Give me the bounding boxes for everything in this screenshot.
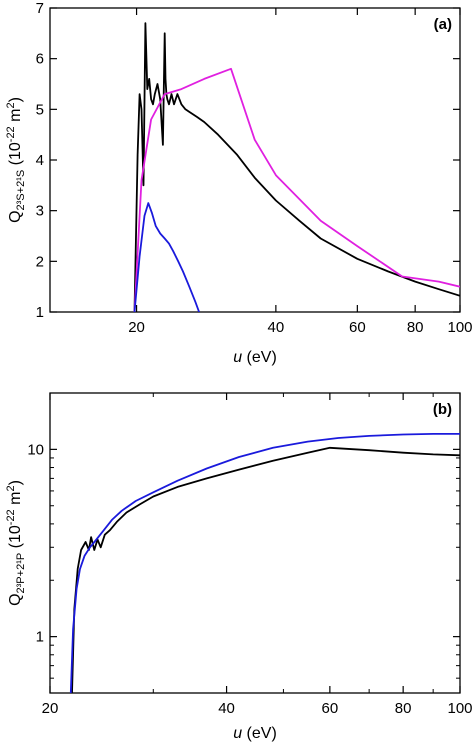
panel-a-y-tick-label: 3 bbox=[36, 203, 44, 220]
panel-a-x-tick-label: 20 bbox=[128, 319, 145, 336]
panel-b-frame bbox=[49, 392, 461, 694]
panel-a-x-tick-label: 60 bbox=[349, 319, 366, 336]
panel-a-x-tick-label: 80 bbox=[407, 319, 424, 336]
panel-b-x-tick-label: 80 bbox=[395, 700, 412, 717]
panel-a-y-tick-label: 1 bbox=[36, 304, 44, 321]
panel-a-tag: (a) bbox=[434, 16, 452, 33]
panel-b-ticks: 20 40 60 80 100 1 10 bbox=[27, 392, 473, 717]
panel-b-series-1-line bbox=[71, 446, 460, 693]
panel-a-frame bbox=[49, 7, 461, 313]
panel-a-series bbox=[133, 22, 460, 312]
panel-b-y-tick-label: 10 bbox=[27, 441, 44, 458]
panel-a-x-tick-label: 40 bbox=[268, 319, 285, 336]
panel-b-y-axis-label: Q2³P+2¹P (10-22 m2) bbox=[5, 480, 27, 606]
panel-b-tag: (b) bbox=[433, 401, 452, 418]
panel-a-x-tick-label: 100 bbox=[447, 319, 472, 336]
panel-b-x-tick-label: 40 bbox=[218, 700, 235, 717]
panel-b-y-tick-label: 1 bbox=[36, 629, 44, 646]
panel-b-x-tick-label: 20 bbox=[42, 700, 59, 717]
panel-b-series-2-line bbox=[69, 432, 460, 693]
panel-b-x-tick-label: 60 bbox=[322, 700, 339, 717]
panel-a-y-tick-label: 4 bbox=[36, 152, 44, 169]
panel-a-series-1-line bbox=[133, 22, 460, 312]
panel-a-y-tick-label: 6 bbox=[36, 51, 44, 68]
panel-b-x-tick-label: 100 bbox=[447, 700, 472, 717]
panel-b-series bbox=[69, 432, 460, 693]
panel-a-series-3-line bbox=[133, 202, 200, 312]
panel-a-series-2-line bbox=[133, 67, 460, 312]
panel-a-y-tick-label: 2 bbox=[36, 253, 44, 270]
panel-a-y-tick-label: 7 bbox=[36, 0, 44, 17]
panel-b-x-axis-label: u (eV) bbox=[233, 725, 277, 742]
panel-a-y-axis-label: Q2³S+2¹S (10-22 m2) bbox=[5, 97, 27, 223]
panel-a: 20 40 60 80 100 1 2 3 4 5 6 7 (a) u (eV) Q2³S+2¹S (… bbox=[5, 0, 473, 366]
panel-a-ticks: 20 40 60 80 100 1 2 3 4 5 6 7 bbox=[36, 0, 473, 336]
panel-a-x-axis-label: u (eV) bbox=[233, 349, 277, 366]
panel-b: 20 40 60 80 100 1 10 (b) u (eV) Q2³P+2¹P (10-2… bbox=[5, 392, 473, 742]
panel-a-y-tick-label: 5 bbox=[36, 101, 44, 118]
